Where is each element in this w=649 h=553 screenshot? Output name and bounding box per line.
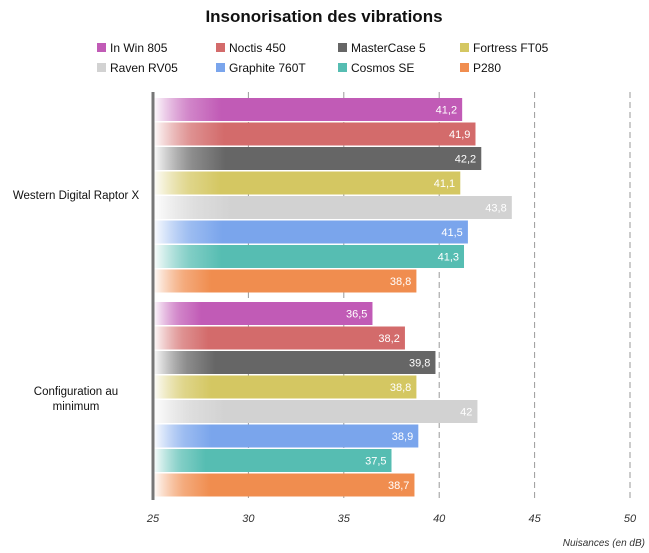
bar (153, 400, 478, 423)
legend-swatch (97, 43, 106, 52)
bar-edge (414, 269, 417, 293)
data-label: 41,5 (441, 227, 462, 239)
bar (153, 147, 482, 170)
x-tick-label: 35 (338, 513, 351, 525)
legend-label: P280 (473, 61, 501, 75)
bar (153, 171, 461, 195)
data-label: 37,5 (365, 456, 386, 468)
bar (153, 302, 373, 325)
category-label: Western Digital Raptor X (13, 190, 140, 202)
data-label: 42 (460, 407, 472, 419)
chart-title: Insonorisation des vibrations (205, 7, 442, 26)
data-label: 42,2 (455, 154, 476, 166)
data-label: 38,7 (388, 480, 409, 492)
bar (153, 424, 419, 448)
legend-label: Cosmos SE (351, 61, 414, 75)
legend-swatch (338, 63, 347, 72)
bar-edge (402, 326, 405, 350)
bars: 41,2 41,9 42,241,1 43,8 41,5 41,3 38,8 36,5 38,2… (153, 98, 512, 497)
legend-label: Raven RV05 (110, 61, 178, 75)
data-label: 41,2 (436, 105, 457, 117)
bar-edge (473, 122, 476, 146)
bar (153, 245, 465, 268)
legend-swatch (97, 63, 106, 72)
legend-label: In Win 805 (110, 41, 168, 55)
data-label: 38,8 (390, 276, 411, 288)
bar (153, 122, 476, 146)
x-axis-label: Nuisances (en dB) (563, 538, 645, 549)
x-tick-label: 25 (146, 513, 160, 525)
data-label: 41,3 (438, 252, 459, 264)
legend-label: MasterCase 5 (351, 41, 426, 55)
data-label: 41,1 (434, 178, 455, 190)
bar (153, 351, 436, 374)
x-tick-label: 45 (528, 513, 541, 525)
data-label: 43,8 (485, 203, 506, 215)
bar (153, 220, 468, 244)
bar (153, 473, 415, 497)
data-label: 38,9 (392, 431, 413, 443)
legend: In Win 805 Noctis 450 MasterCase 5 Fortress… (97, 41, 549, 75)
data-label: 38,2 (378, 333, 399, 345)
bar (153, 269, 417, 293)
bar (153, 449, 392, 472)
data-label: 36,5 (346, 309, 367, 321)
bar-edge (462, 245, 465, 268)
bar-edge (465, 220, 468, 244)
bar-edge (416, 424, 419, 448)
legend-label: Fortress FT05 (473, 41, 549, 55)
x-axis-ticks: 25 30 35 40 45 50 (146, 513, 637, 525)
bar-edge (479, 147, 482, 170)
bar-edge (509, 196, 512, 219)
bar-edge (370, 302, 373, 325)
bar (153, 98, 463, 121)
bar-edge (460, 98, 463, 121)
x-tick-label: 40 (433, 513, 446, 525)
bar-edge (458, 171, 461, 195)
category-label: Configuration au minimum (34, 386, 118, 413)
x-tick-label: 30 (242, 513, 255, 525)
legend-label: Graphite 760T (229, 61, 306, 75)
bar-edge (414, 375, 417, 399)
legend-swatch (216, 43, 225, 52)
data-label: 38,8 (390, 382, 411, 394)
legend-label: Noctis 450 (229, 41, 286, 55)
data-label: 41,9 (449, 129, 470, 141)
bar-edge (389, 449, 392, 472)
bar-edge (412, 473, 415, 497)
bar (153, 196, 512, 219)
category-labels: Western Digital Raptor X Configuration au… (13, 190, 140, 413)
legend-swatch (216, 63, 225, 72)
bar (153, 375, 417, 399)
data-label: 39,8 (409, 358, 430, 370)
legend-swatch (460, 43, 469, 52)
legend-swatch (460, 63, 469, 72)
bar (153, 326, 405, 350)
x-tick-label: 50 (624, 513, 637, 525)
bar-edge (475, 400, 478, 423)
bar-edge (433, 351, 436, 374)
legend-swatch (338, 43, 347, 52)
